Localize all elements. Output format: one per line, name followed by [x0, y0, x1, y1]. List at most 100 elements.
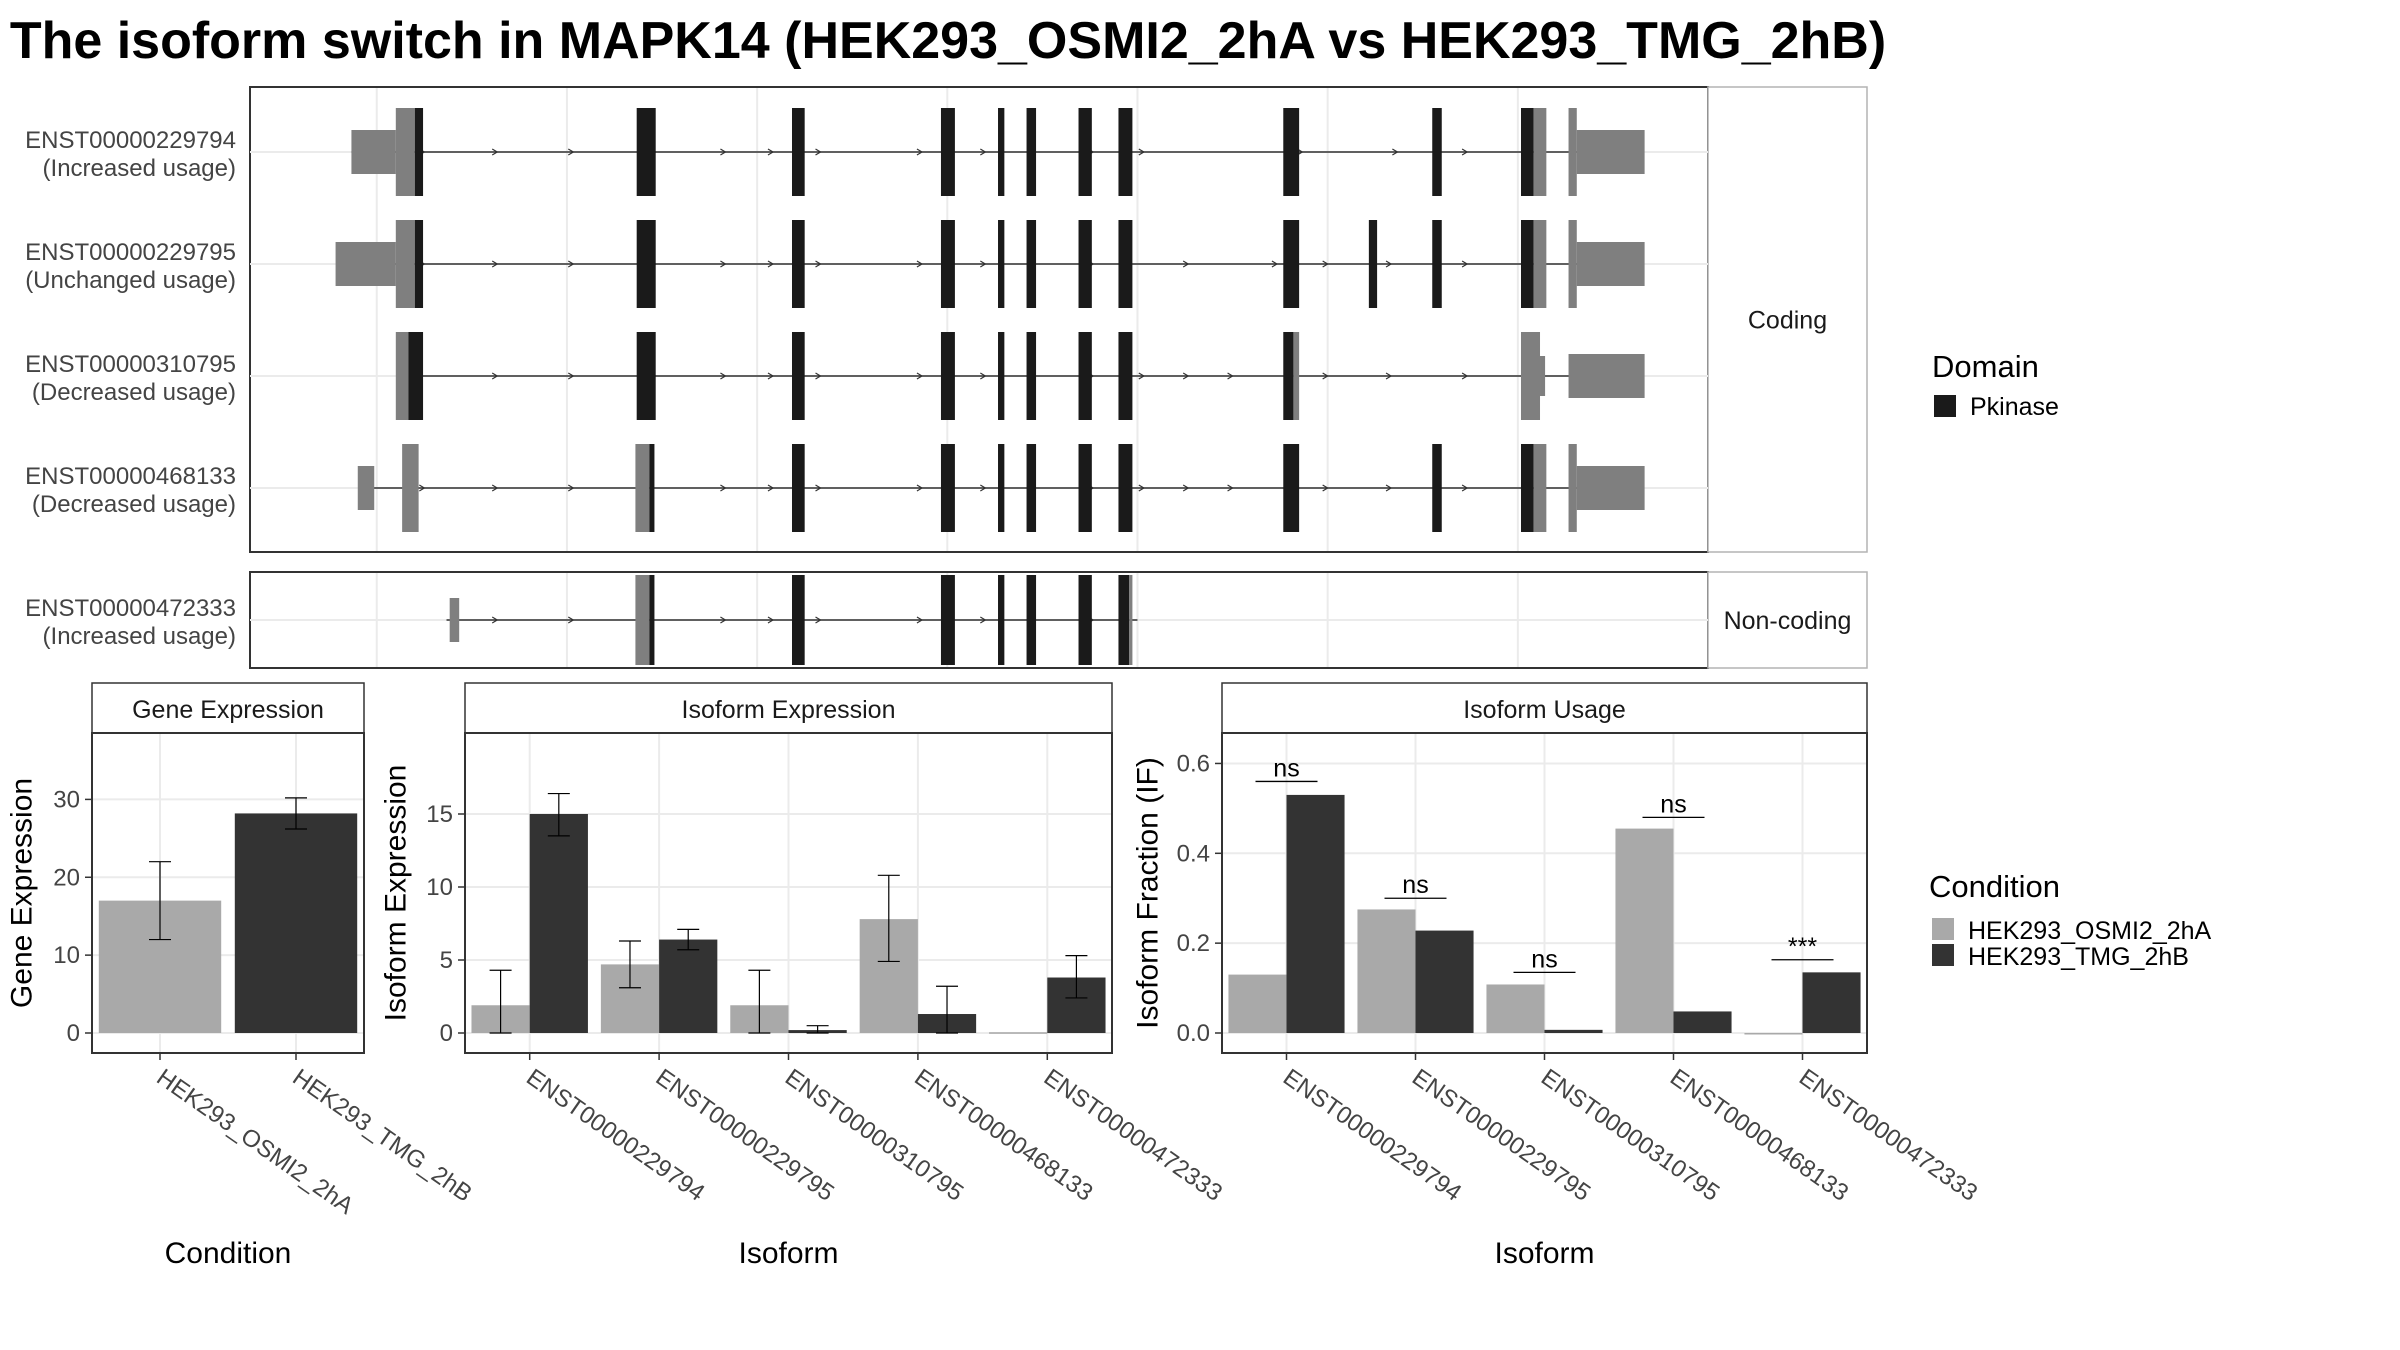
strand-arrow — [767, 484, 775, 492]
strand-arrow — [491, 616, 499, 624]
exon-cds — [940, 444, 955, 532]
exon-utr — [1533, 108, 1547, 196]
exon-cds — [1118, 108, 1133, 196]
exon-cds — [998, 108, 1005, 196]
exon-cds — [1283, 220, 1300, 308]
strand-arrow — [916, 372, 924, 380]
legend-label: HEK293_OSMI2_2hA — [1968, 917, 2212, 945]
exon-utr — [635, 575, 650, 665]
exon-cds — [1026, 575, 1037, 665]
strand-arrow — [767, 616, 775, 624]
exon-cds — [998, 220, 1005, 308]
bar — [529, 814, 588, 1033]
strand-arrow — [1385, 260, 1393, 268]
exon-utr — [1520, 332, 1541, 420]
y-tick-label: 0 — [440, 1020, 453, 1047]
exon-utr — [449, 598, 460, 642]
exon-utr — [1533, 220, 1547, 308]
exon-utr — [1568, 220, 1577, 308]
exon-cds — [1078, 575, 1092, 665]
significance-label: *** — [1788, 933, 1817, 961]
bar — [1802, 972, 1861, 1033]
legends: Domain Pkinase Condition HEK293_OSMI2_2hAHE… — [1929, 349, 2212, 971]
exon-cds — [1026, 108, 1037, 196]
strand-arrow — [767, 148, 775, 156]
legend-swatch — [1934, 395, 1956, 417]
exon-cds — [1432, 444, 1442, 532]
exon-cds — [940, 108, 955, 196]
exon-utr — [335, 242, 396, 286]
exon-cds — [998, 444, 1005, 532]
exon-cds — [940, 575, 955, 665]
exon-utr — [1568, 108, 1577, 196]
exon-cds — [636, 108, 656, 196]
y-axis-title: Gene Expression — [6, 778, 39, 1008]
panel-strip-label: Coding — [1748, 307, 1827, 335]
y-tick-label: 30 — [53, 786, 80, 813]
transcript-usage: (Decreased usage) — [32, 491, 236, 518]
exon-cds — [1432, 220, 1442, 308]
y-axis-title: Isoform Expression — [380, 765, 413, 1022]
exon-utr — [1568, 354, 1645, 398]
exon-cds — [414, 220, 424, 308]
strand-arrow — [1138, 484, 1145, 492]
strand-arrow — [1461, 148, 1469, 156]
strand-arrow — [720, 372, 727, 380]
significance-label: ns — [1531, 945, 1557, 973]
exon-utr — [395, 332, 409, 420]
y-tick-label: 0.0 — [1177, 1020, 1210, 1047]
strand-arrow — [491, 484, 499, 492]
transcript-id: ENST00000472333 — [25, 595, 236, 622]
strand-arrow — [1322, 260, 1329, 268]
legend-swatch — [1932, 918, 1954, 940]
panel-strip — [1707, 86, 1868, 553]
bar — [1286, 794, 1345, 1033]
exon-cds — [649, 575, 655, 665]
exon-cds — [1283, 108, 1300, 196]
bar — [1615, 828, 1674, 1033]
significance-label: ns — [1660, 790, 1686, 818]
strand-arrow — [720, 260, 727, 268]
exon-cds — [1118, 332, 1133, 420]
strand-arrow — [1182, 260, 1190, 268]
transcript-row: ENST00000229795(Unchanged usage) — [25, 220, 1708, 308]
strand-arrow — [916, 260, 924, 268]
exon-cds — [1078, 444, 1092, 532]
y-tick-label: 0 — [67, 1020, 80, 1047]
strand-arrow — [815, 372, 822, 380]
transcript-usage: (Increased usage) — [43, 623, 236, 650]
transcript-usage: (Unchanged usage) — [25, 267, 236, 294]
exon-cds — [940, 220, 955, 308]
exon-cds — [1078, 332, 1092, 420]
transcript-usage: (Increased usage) — [43, 155, 236, 182]
transcript-id: ENST00000229794 — [25, 127, 236, 154]
domain-legend: Domain Pkinase — [1932, 349, 2059, 421]
strand-arrow — [815, 484, 822, 492]
exon-cds — [940, 332, 955, 420]
exon-utr — [351, 130, 396, 174]
strand-arrow — [916, 484, 924, 492]
exon-cds — [998, 575, 1005, 665]
y-tick-label: 0.6 — [1177, 750, 1210, 777]
legend-label: Pkinase — [1970, 393, 2059, 421]
transcript-id: ENST00000229795 — [25, 239, 236, 266]
strand-arrow — [767, 372, 775, 380]
strand-arrow — [491, 260, 499, 268]
exon-cds — [1026, 220, 1037, 308]
strand-arrow — [720, 484, 727, 492]
legend-label: HEK293_TMG_2hB — [1968, 943, 2189, 971]
panel-strip-label: Isoform Expression — [682, 696, 896, 724]
exon-cds — [636, 332, 656, 420]
strand-arrow — [419, 484, 426, 492]
panel-strip-label: Non-coding — [1724, 607, 1852, 635]
transcript-label: ENST00000229794(Increased usage) — [25, 127, 236, 182]
exon-utr — [1293, 332, 1300, 420]
exon-cds — [1432, 108, 1442, 196]
exon-cds — [791, 108, 805, 196]
strand-arrow — [1138, 148, 1145, 156]
